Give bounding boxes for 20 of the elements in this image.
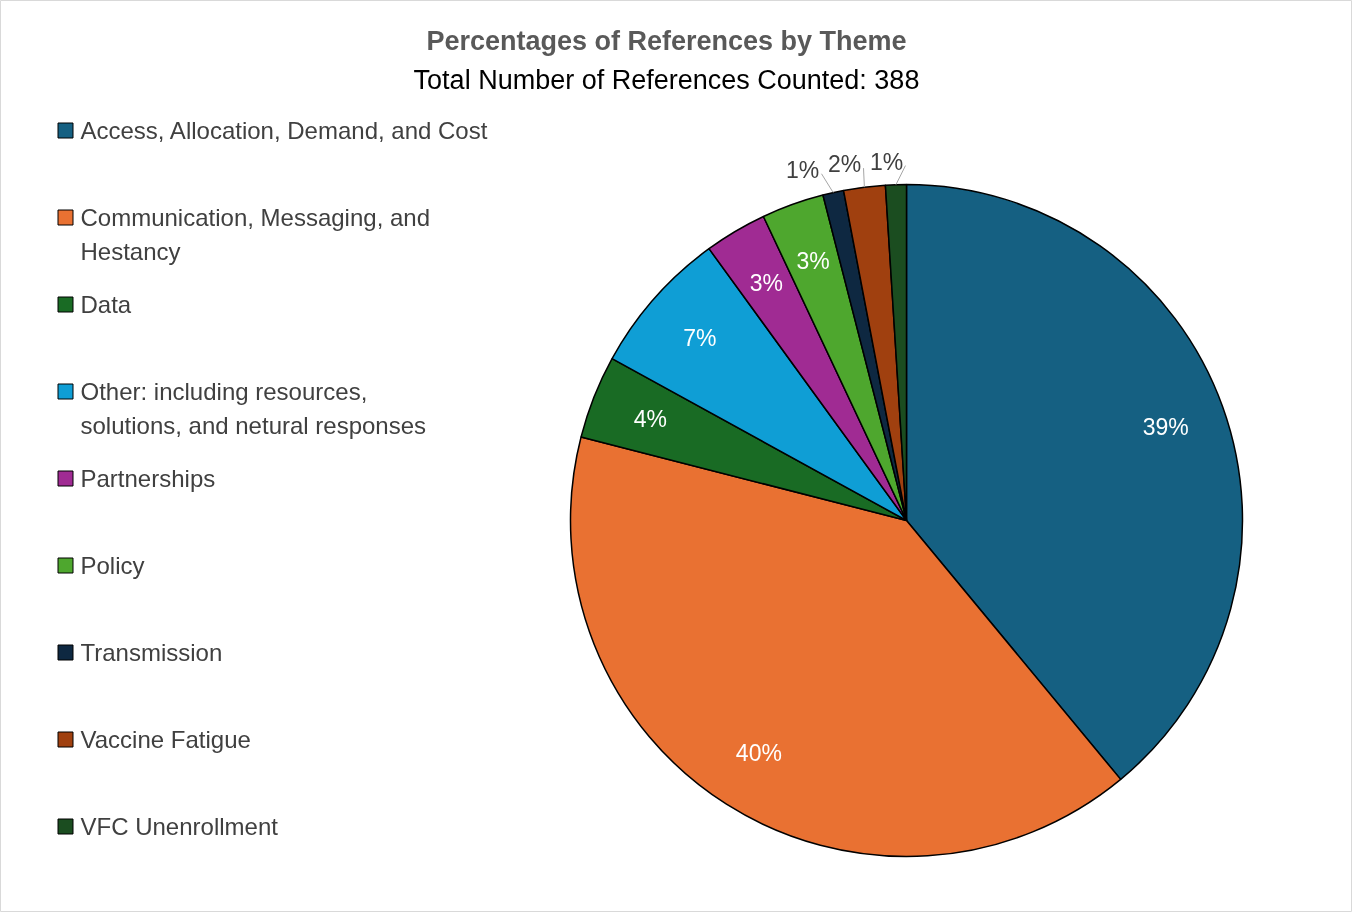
- legend-label: Access, Allocation, Demand, and Cost: [80, 117, 488, 144]
- data-label: 1%: [785, 156, 820, 183]
- data-label: 2%: [827, 151, 862, 178]
- data-label: 3%: [796, 248, 830, 275]
- data-label: 1%: [869, 148, 904, 175]
- legend-label: Transmission: [80, 639, 223, 666]
- data-label: 3%: [749, 270, 783, 297]
- chart-title: Percentages of References by Theme: [426, 25, 907, 56]
- data-label: 39%: [1142, 414, 1189, 441]
- legend-label: Vaccine Fatigue: [80, 726, 251, 753]
- legend-label: Other: including resources, solutions, and netural responses: [80, 378, 427, 439]
- data-label: 40%: [735, 740, 782, 767]
- legend-label: Data: [80, 291, 132, 318]
- data-label: 7%: [683, 325, 717, 352]
- legend-label: Partnerships: [80, 465, 216, 492]
- data-label: 4%: [633, 406, 667, 433]
- legend-label: Communication, Messaging, and Hestancy: [80, 204, 431, 265]
- chart-subtitle: Total Number of References Counted: 388: [413, 64, 920, 95]
- legend-label: VFC Unenrollment: [80, 813, 279, 840]
- legend-label: Policy: [80, 552, 145, 579]
